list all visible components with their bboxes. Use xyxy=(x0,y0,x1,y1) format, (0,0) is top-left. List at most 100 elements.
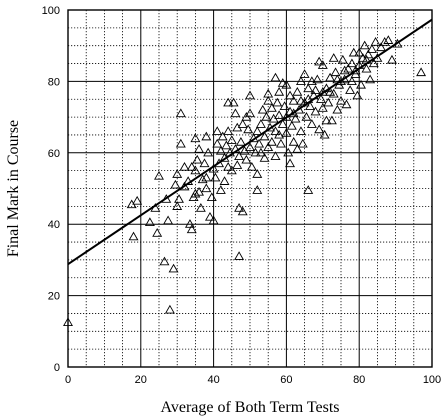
x-axis-ticks: 0 20 40 60 80 100 xyxy=(65,374,441,386)
data-point xyxy=(277,119,288,128)
data-point xyxy=(208,163,219,173)
data-point xyxy=(303,185,314,194)
data-point xyxy=(306,76,317,85)
data-point xyxy=(281,111,292,121)
data-point xyxy=(150,203,161,212)
data-point xyxy=(306,119,317,128)
y-tick-label: 80 xyxy=(48,76,60,88)
data-point xyxy=(392,38,403,48)
data-point xyxy=(217,131,228,141)
data-point xyxy=(197,174,208,184)
data-point xyxy=(325,87,336,96)
data-point xyxy=(195,203,206,212)
y-tick-label: 100 xyxy=(42,5,60,17)
data-point xyxy=(175,108,186,118)
data-point xyxy=(163,215,174,225)
data-point xyxy=(208,215,219,225)
data-point xyxy=(305,101,316,110)
x-tick-label: 40 xyxy=(207,374,219,386)
data-point xyxy=(288,108,299,118)
data-point xyxy=(361,54,372,64)
data-point xyxy=(317,87,328,96)
y-tick-label: 40 xyxy=(48,219,60,231)
data-point xyxy=(346,58,357,68)
data-point xyxy=(235,136,246,146)
data-point xyxy=(186,161,197,171)
data-point xyxy=(386,54,397,64)
data-point xyxy=(259,131,270,141)
data-point xyxy=(345,85,356,94)
x-tick-label: 60 xyxy=(280,374,292,386)
data-point xyxy=(365,74,376,84)
data-point xyxy=(186,224,197,234)
data-point xyxy=(356,79,366,89)
data-point xyxy=(255,147,266,157)
data-point xyxy=(234,251,245,260)
data-point xyxy=(215,145,226,155)
data-point xyxy=(314,124,325,134)
y-axis-title: Final Mark in Course xyxy=(5,120,22,257)
x-tick-label: 100 xyxy=(423,374,441,386)
data-point xyxy=(263,95,274,105)
data-point xyxy=(257,104,268,114)
data-point xyxy=(252,126,263,135)
data-point xyxy=(299,69,310,78)
x-tick-label: 20 xyxy=(135,374,147,386)
data-point xyxy=(223,126,234,135)
data-point xyxy=(255,119,266,128)
data-point xyxy=(270,72,281,82)
data-point xyxy=(270,126,281,135)
data-point xyxy=(308,90,319,100)
data-point xyxy=(261,111,272,121)
data-point xyxy=(190,133,201,143)
data-point xyxy=(319,129,330,139)
data-point xyxy=(288,136,299,146)
data-point xyxy=(274,129,285,139)
data-point xyxy=(323,97,334,107)
data-point xyxy=(203,147,214,157)
data-point xyxy=(314,56,325,66)
data-point xyxy=(294,104,305,114)
data-point xyxy=(252,169,263,178)
data-point xyxy=(206,192,217,202)
data-point xyxy=(295,126,306,135)
data-point xyxy=(283,147,294,157)
data-point xyxy=(265,122,275,132)
data-point xyxy=(310,106,321,116)
data-point xyxy=(184,219,195,228)
data-point xyxy=(234,203,245,212)
data-point xyxy=(372,53,383,62)
data-point xyxy=(337,54,348,64)
y-tick-label: 60 xyxy=(48,148,60,160)
data-point xyxy=(297,138,308,148)
data-point xyxy=(254,138,265,148)
data-point xyxy=(234,151,245,160)
data-point xyxy=(179,161,190,171)
data-point xyxy=(219,153,230,162)
data-point xyxy=(376,42,387,52)
data-point xyxy=(172,201,183,210)
data-point xyxy=(230,144,241,153)
data-point xyxy=(350,65,361,75)
data-point xyxy=(279,101,290,110)
data-point xyxy=(326,115,337,125)
data-point xyxy=(312,74,323,84)
data-point xyxy=(266,103,277,112)
data-point xyxy=(416,67,427,77)
data-point xyxy=(281,128,292,137)
data-point xyxy=(303,94,314,103)
x-tick-label: 80 xyxy=(353,374,365,386)
data-point xyxy=(263,142,274,152)
data-point xyxy=(230,108,241,118)
data-point xyxy=(352,90,363,100)
data-point xyxy=(368,58,379,68)
data-point xyxy=(310,85,321,94)
data-point xyxy=(383,35,394,44)
data-point xyxy=(219,176,230,185)
data-point xyxy=(275,138,286,148)
data-point xyxy=(321,115,332,125)
data-point xyxy=(172,169,183,178)
data-point xyxy=(226,165,237,175)
data-point xyxy=(194,186,205,196)
data-point xyxy=(328,53,339,62)
